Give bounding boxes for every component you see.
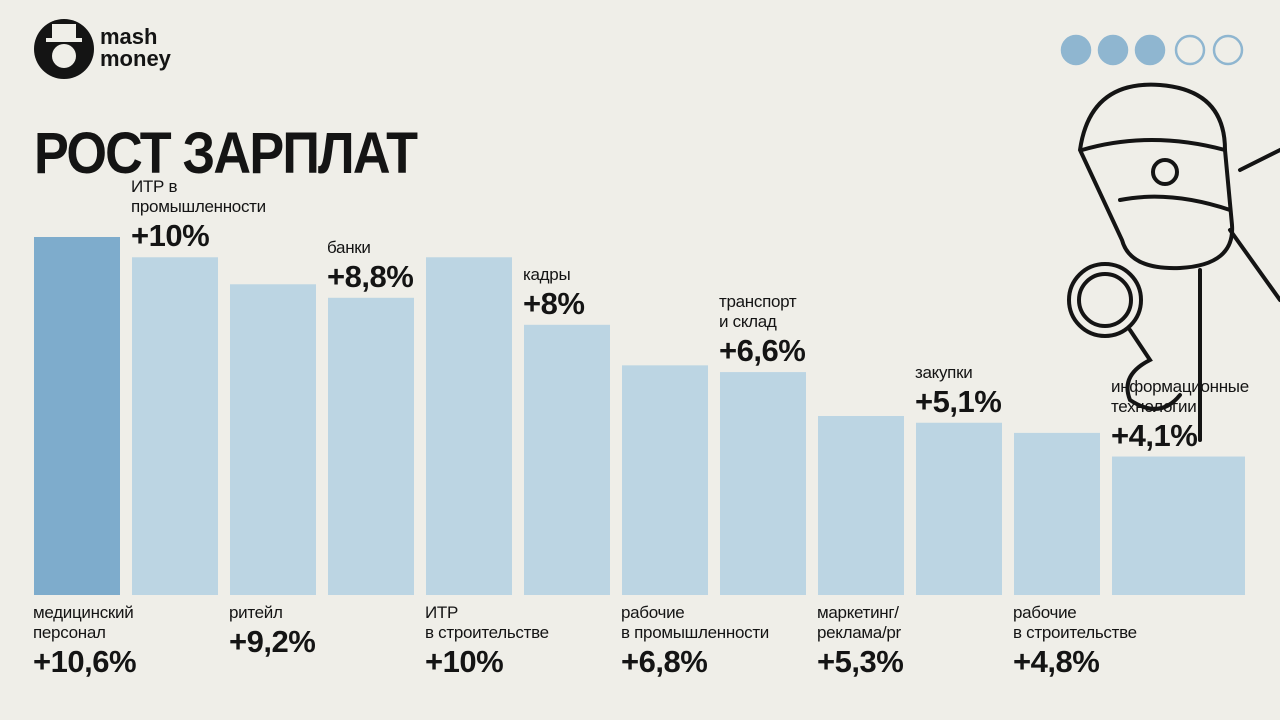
value-label: +10% (131, 218, 210, 254)
bar (720, 372, 806, 595)
bar (524, 324, 610, 595)
bar (1112, 456, 1245, 595)
category-label: рабочие в строительстве (1013, 603, 1137, 642)
bar-label: кадры +8% (523, 265, 673, 323)
bar (818, 416, 904, 595)
bar (230, 284, 316, 595)
bar (132, 257, 218, 595)
bar-label: медицинский персонал +10,6% (33, 603, 183, 681)
bar-label: информационные технологии +4,1% (1111, 377, 1261, 455)
bar-label: маркетинг/ реклама/pr +5,3% (817, 603, 967, 681)
bar-label: ИТР в строительстве +10% (425, 603, 575, 681)
bar (328, 297, 414, 595)
value-label: +6,8% (621, 644, 708, 679)
bar-label: ритейл +9,2% (229, 603, 379, 661)
value-label: +9,2% (229, 624, 316, 659)
value-label: +6,6% (719, 333, 806, 369)
bar (1014, 432, 1100, 595)
category-label: ИТР в строительстве (425, 603, 549, 642)
bar (916, 422, 1002, 595)
value-label: +4,8% (1013, 644, 1100, 679)
category-label: кадры (523, 264, 571, 284)
category-label: закупки (915, 362, 973, 382)
bar (622, 365, 708, 595)
progress-dots (1060, 34, 1244, 66)
bar-label: рабочие в промышленности +6,8% (621, 603, 771, 681)
value-label: +8,8% (327, 258, 414, 294)
bar-label: рабочие в строительстве +4,8% (1013, 603, 1163, 681)
bar (34, 237, 120, 595)
value-label: +10,6% (33, 644, 137, 679)
category-label: рабочие в промышленности (621, 603, 770, 642)
value-label: +4,1% (1111, 417, 1198, 453)
logo-icon (34, 19, 94, 79)
value-label: +5,1% (915, 383, 1002, 419)
category-label: информационные технологии (1111, 376, 1249, 416)
illustration (1067, 82, 1280, 442)
bar-label: ИТР в промышленности +10% (131, 177, 281, 255)
value-label: +5,3% (817, 644, 904, 679)
value-label: +8% (523, 285, 585, 321)
category-label: маркетинг/ реклама/pr (817, 603, 901, 642)
bar-label: банки +8,8% (327, 238, 477, 296)
bar-label: закупки +5,1% (915, 363, 1065, 421)
category-label: банки (327, 237, 371, 257)
bar-label: транспорт и склад +6,6% (719, 292, 869, 370)
category-label: ИТР в промышленности (131, 177, 266, 217)
category-label: медицинский персонал (33, 603, 134, 642)
logo: mash money (100, 24, 171, 71)
value-label: +10% (425, 644, 504, 679)
category-label: ритейл (229, 603, 283, 622)
chart-title: РОСТ ЗАРПЛАТ (34, 121, 418, 186)
bar (426, 257, 512, 595)
category-label: транспорт и склад (719, 292, 797, 332)
